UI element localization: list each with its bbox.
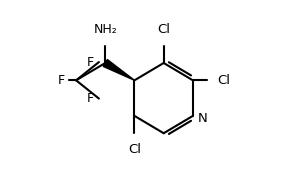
- Polygon shape: [103, 60, 134, 80]
- Text: F: F: [87, 56, 94, 69]
- Text: Cl: Cl: [128, 143, 141, 156]
- Text: Cl: Cl: [157, 23, 170, 36]
- Text: N: N: [197, 112, 207, 125]
- Text: F: F: [58, 74, 65, 87]
- Text: Cl: Cl: [218, 74, 230, 87]
- Text: NH₂: NH₂: [93, 23, 117, 36]
- Text: F: F: [87, 92, 94, 105]
